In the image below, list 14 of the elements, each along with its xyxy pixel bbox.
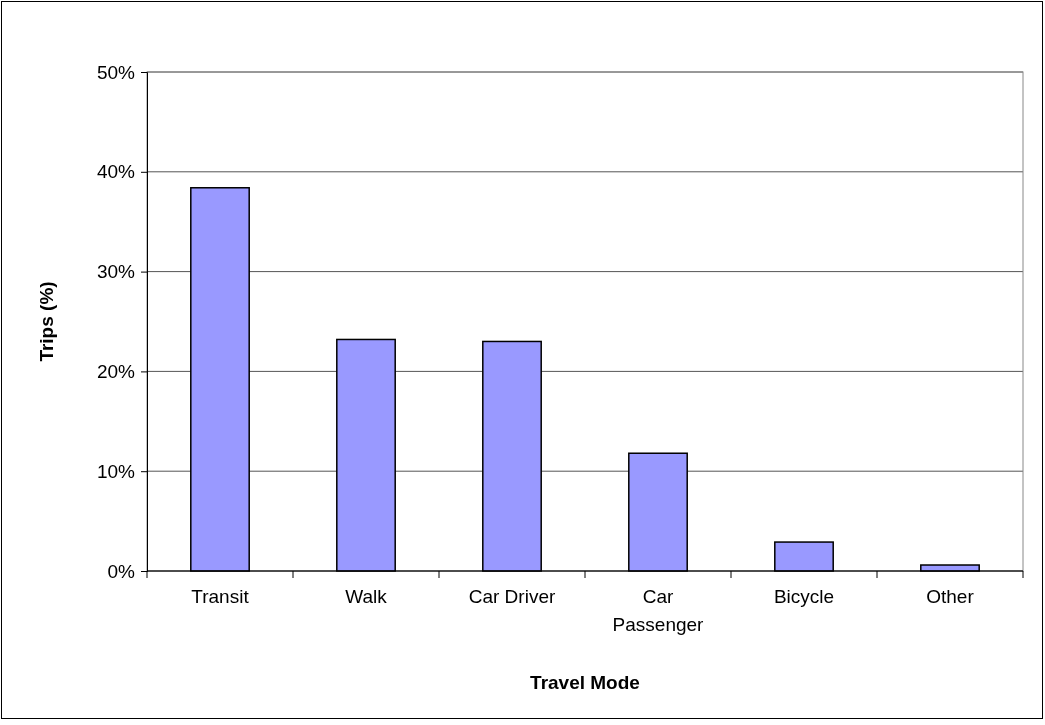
x-tick-label: Transit [191,586,250,607]
y-tick-label: 10% [96,460,136,482]
y-axis-title: Trips (%) [36,281,57,362]
y-tick-label: 0% [107,560,136,582]
y-tick-label: 50% [96,61,136,83]
y-tick-label: 30% [96,261,136,283]
x-tick-label: Walk [345,586,388,607]
y-tick-label: 20% [96,360,136,382]
x-tick-label: Other [926,586,975,607]
y-tick-label: 40% [96,161,136,183]
x-axis-title: Travel Mode [530,672,640,693]
x-tick-label: Bicycle [773,586,835,607]
x-tick-label: Car Passenger [612,586,705,635]
x-tick-label: Car Driver [468,586,556,607]
